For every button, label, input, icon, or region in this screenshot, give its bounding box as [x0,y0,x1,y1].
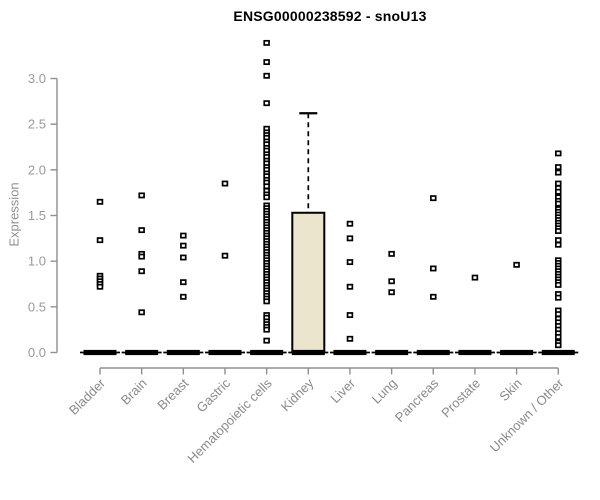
data-point [388,278,395,285]
group-prostate [454,274,495,356]
data-point [555,334,562,340]
x-tick-label-bladder: Bladder [66,375,109,418]
data-point [96,198,104,205]
zero-median-bar [125,349,159,356]
data-point [138,268,145,275]
data-point [263,100,270,107]
chart-title: ENSG00000238592 - snoU13 [233,8,427,24]
data-point [263,183,270,190]
data-point [263,59,270,66]
x-tick-label-breast: Breast [154,375,191,412]
zero-median-bar [208,349,242,356]
data-point [555,164,562,171]
data-point [180,254,187,261]
data-point [430,265,437,272]
data-point [346,312,354,319]
group-hematopoietic-cells [246,39,287,356]
x-tick-label-pancreas: Pancreas [392,375,442,425]
group-lung [371,250,412,356]
data-point [138,192,145,199]
data-point [555,169,562,176]
data-point [263,326,270,333]
group-unknown-other [538,150,579,356]
x-tick-label-kidney: Kidney [278,375,317,414]
x-tick-label-brain: Brain [118,376,150,408]
data-point [221,180,229,187]
data-point [555,241,562,248]
group-skin [496,261,537,356]
zero-median-bar [166,349,200,356]
data-point [263,298,270,305]
data-point [346,283,354,290]
x-tick-label-gastric: Gastric [193,375,233,415]
y-tick-label: 2.0 [28,162,46,177]
group-bladder [80,198,120,356]
x-tick-label-skin: Skin [496,376,524,404]
data-point [96,283,104,290]
data-point [471,274,479,281]
data-point [180,242,187,249]
data-point [263,72,270,79]
data-point [555,294,562,301]
data-point [263,337,270,344]
x-tick-label-unknown-other: Unknown / Other [487,375,567,455]
y-tick-label: 1.5 [28,208,46,223]
group-gastric [204,180,245,356]
data-point [346,335,354,342]
data-point [388,289,395,296]
data-point [388,250,395,257]
zero-median-bar [83,349,117,356]
zero-median-bar [541,349,575,356]
data-point [555,180,562,187]
zero-median-bar [291,349,325,356]
data-point [430,293,437,300]
data-point [346,259,354,266]
data-point [346,235,354,242]
zero-median-bar [458,349,492,356]
data-point [513,261,520,268]
group-kidney [288,112,329,356]
y-axis-label: Expression [6,182,22,247]
x-tick-label-liver: Liver [328,375,359,406]
data-point [180,279,187,286]
data-point [180,293,187,300]
y-tick-label: 0.5 [28,299,46,314]
data-point [555,237,562,244]
data-point [263,194,270,201]
data-point [555,150,562,157]
box-kidney [291,211,326,354]
group-pancreas [413,195,454,356]
data-point [180,232,187,239]
zero-median-bar [416,349,450,356]
x-tick-label-prostate: Prostate [438,376,483,421]
data-point [555,311,562,318]
data-point [555,281,562,288]
data-point [263,39,270,46]
data-point [96,237,104,244]
data-point [138,253,145,260]
data-point [138,309,145,316]
y-tick-label: 3.0 [28,71,46,86]
data-point [221,252,229,259]
group-brain [121,192,162,356]
zero-median-bar [500,349,534,356]
y-tick-label: 0.0 [28,345,46,360]
zero-median-bar [333,349,367,356]
data-point [555,228,562,234]
data-point [138,227,145,234]
x-tick-label-lung: Lung [369,376,400,407]
y-tick-label: 2.5 [28,117,46,132]
zero-median-bar [250,349,284,356]
data-point [555,200,562,207]
group-breast [163,232,204,356]
y-tick-label: 1.0 [28,254,46,269]
data-point [346,220,354,227]
data-point [555,342,562,349]
zero-median-bar [375,349,409,356]
group-liver [329,220,370,356]
data-point [430,195,437,202]
data-point [555,188,562,195]
